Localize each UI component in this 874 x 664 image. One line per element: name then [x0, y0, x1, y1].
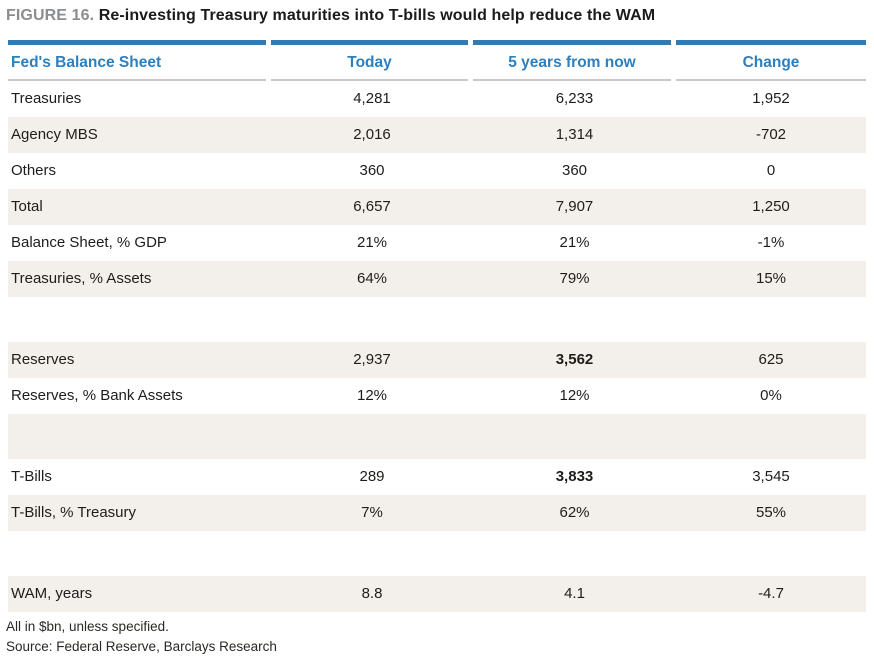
- table-row: Reserves 2,937 3,562 625: [8, 342, 866, 378]
- table-row: Treasuries, % Assets 64% 79% 15%: [8, 261, 866, 297]
- cell-future: 7,907: [555, 198, 594, 215]
- table-row: Treasuries 4,281 6,233 1,952: [8, 81, 866, 117]
- cell-change: 1,250: [752, 198, 790, 215]
- cell-future: 6,233: [555, 90, 594, 107]
- row-label: Others: [11, 162, 57, 179]
- cell-change: -1%: [757, 234, 785, 251]
- figure-title-text: Re-investing Treasury maturities into T-…: [98, 7, 656, 24]
- table-body: Treasuries 4,281 6,233 1,952 Agency MBS …: [8, 81, 866, 612]
- column-header-change: Change: [676, 40, 866, 81]
- cell-today: 289: [359, 468, 385, 485]
- row-label: Treasuries: [11, 90, 82, 107]
- column-header-5-years: 5 years from now: [473, 40, 671, 81]
- table-row: Reserves, % Bank Assets 12% 12% 0%: [8, 378, 866, 414]
- cell-today: 2,937: [353, 351, 391, 368]
- cell-today: 6,657: [353, 198, 391, 215]
- units-note: All in $bn, unless specified.: [6, 619, 169, 634]
- cell-today: 360: [359, 162, 385, 179]
- table-row: Agency MBS 2,016 1,314 -702: [8, 117, 866, 153]
- table-row: Total 6,657 7,907 1,250: [8, 189, 866, 225]
- cell-future: 3,833: [555, 468, 594, 485]
- table-row: Balance Sheet, % GDP 21% 21% -1%: [8, 225, 866, 261]
- cell-future: 360: [561, 162, 588, 179]
- cell-change: -702: [755, 126, 787, 143]
- column-header-balance-sheet: Fed's Balance Sheet: [8, 40, 266, 81]
- row-label: Agency MBS: [11, 126, 98, 143]
- footnotes: All in $bn, unless specified. Source: Fe…: [0, 612, 874, 657]
- cell-future: 4.1: [564, 585, 585, 602]
- row-label: Treasuries, % Assets: [11, 270, 152, 287]
- table-header-row: Fed's Balance Sheet Today 5 years from n…: [8, 40, 866, 81]
- cell-future: 21%: [559, 234, 590, 251]
- row-label: T-Bills: [11, 468, 52, 485]
- table-row: [8, 297, 866, 342]
- cell-today: 2,016: [353, 126, 391, 143]
- cell-change: 1,952: [752, 90, 790, 107]
- cell-today: 12%: [356, 387, 388, 404]
- figure-number-label: FIGURE 16.: [6, 7, 95, 24]
- cell-today: 8.8: [361, 585, 383, 602]
- table-row: T-Bills, % Treasury 7% 62% 55%: [8, 495, 866, 531]
- row-label: Reserves, % Bank Assets: [11, 387, 183, 404]
- table-row: T-Bills 289 3,833 3,545: [8, 459, 866, 495]
- source-note: Source: Federal Reserve, Barclays Resear…: [6, 639, 277, 654]
- row-label: Balance Sheet, % GDP: [11, 234, 167, 251]
- cell-change: 625: [758, 351, 784, 368]
- cell-change: 15%: [755, 270, 787, 287]
- column-header-today: Today: [271, 40, 468, 81]
- row-label: Total: [11, 198, 43, 215]
- table-row: [8, 414, 866, 459]
- cell-change: 3,545: [752, 468, 790, 485]
- table-row: [8, 531, 866, 576]
- table-row: WAM, years 8.8 4.1 -4.7: [8, 576, 866, 612]
- cell-change: 0: [766, 162, 776, 179]
- balance-sheet-table: Fed's Balance Sheet Today 5 years from n…: [8, 40, 866, 612]
- cell-future: 1,314: [555, 126, 594, 143]
- cell-today: 4,281: [353, 90, 391, 107]
- cell-change: 55%: [755, 504, 787, 521]
- cell-today: 21%: [356, 234, 388, 251]
- cell-future: 79%: [559, 270, 590, 287]
- cell-future: 62%: [559, 504, 590, 521]
- cell-future: 12%: [559, 387, 590, 404]
- table-row: Others 360 360 0: [8, 153, 866, 189]
- cell-change: 0%: [760, 387, 782, 404]
- row-label: T-Bills, % Treasury: [11, 504, 137, 521]
- cell-today: 7%: [361, 504, 383, 521]
- cell-change: -4.7: [758, 585, 784, 602]
- figure-title: FIGURE 16. Re-investing Treasury maturit…: [0, 5, 874, 40]
- row-label: WAM, years: [11, 585, 93, 602]
- cell-today: 64%: [356, 270, 388, 287]
- cell-future: 3,562: [555, 351, 594, 368]
- row-label: Reserves: [11, 351, 75, 368]
